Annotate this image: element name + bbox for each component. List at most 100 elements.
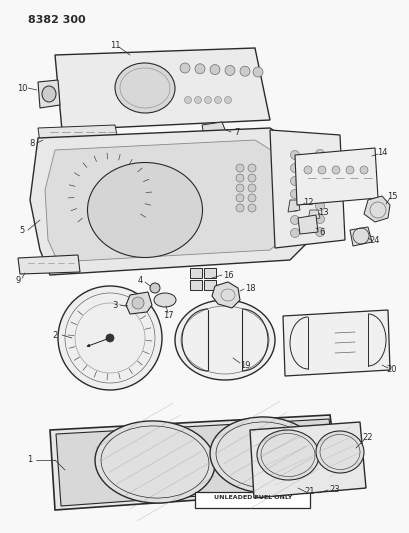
Circle shape xyxy=(58,286,162,390)
Polygon shape xyxy=(282,310,389,376)
Ellipse shape xyxy=(315,431,363,473)
Text: 21: 21 xyxy=(304,488,315,497)
Circle shape xyxy=(184,96,191,103)
Polygon shape xyxy=(349,227,371,246)
Polygon shape xyxy=(30,128,319,275)
Ellipse shape xyxy=(95,421,214,503)
Text: 17: 17 xyxy=(162,311,173,320)
Ellipse shape xyxy=(42,86,56,102)
Ellipse shape xyxy=(256,430,318,480)
Text: 16: 16 xyxy=(222,271,233,279)
Ellipse shape xyxy=(154,293,175,307)
Text: 10: 10 xyxy=(17,84,27,93)
Circle shape xyxy=(180,63,189,73)
Text: 4: 4 xyxy=(137,276,142,285)
Polygon shape xyxy=(249,422,365,498)
Circle shape xyxy=(315,189,324,198)
Text: 7: 7 xyxy=(234,127,239,136)
Text: 9: 9 xyxy=(16,276,20,285)
Text: 13: 13 xyxy=(317,207,328,216)
Circle shape xyxy=(239,66,249,76)
Circle shape xyxy=(247,174,255,182)
Text: 8382 300: 8382 300 xyxy=(28,15,85,25)
Circle shape xyxy=(345,166,353,174)
Circle shape xyxy=(247,204,255,212)
Circle shape xyxy=(236,204,243,212)
Circle shape xyxy=(225,66,234,75)
Text: 15: 15 xyxy=(386,191,396,200)
Circle shape xyxy=(236,174,243,182)
Text: 6: 6 xyxy=(319,228,324,237)
Polygon shape xyxy=(56,419,338,506)
Polygon shape xyxy=(307,210,319,220)
Circle shape xyxy=(247,184,255,192)
Circle shape xyxy=(359,166,367,174)
Text: 1: 1 xyxy=(27,456,33,464)
Bar xyxy=(195,492,309,508)
Circle shape xyxy=(315,163,324,172)
Text: 18: 18 xyxy=(244,284,255,293)
Circle shape xyxy=(150,283,160,293)
Circle shape xyxy=(317,166,325,174)
Circle shape xyxy=(290,229,299,238)
Text: 11: 11 xyxy=(110,41,120,50)
Polygon shape xyxy=(189,280,202,290)
Polygon shape xyxy=(211,282,239,308)
Text: 8: 8 xyxy=(29,139,35,148)
Circle shape xyxy=(290,190,299,198)
Circle shape xyxy=(247,164,255,172)
Polygon shape xyxy=(270,130,344,248)
Text: 19: 19 xyxy=(239,360,249,369)
Polygon shape xyxy=(204,268,216,278)
Polygon shape xyxy=(204,280,216,290)
Circle shape xyxy=(236,164,243,172)
Text: 2: 2 xyxy=(52,330,58,340)
Text: 5: 5 xyxy=(19,225,25,235)
Text: 12: 12 xyxy=(302,198,312,206)
Circle shape xyxy=(315,149,324,158)
Circle shape xyxy=(331,166,339,174)
Polygon shape xyxy=(38,80,60,108)
Polygon shape xyxy=(45,140,299,262)
Circle shape xyxy=(290,215,299,224)
Polygon shape xyxy=(287,200,299,212)
Circle shape xyxy=(236,194,243,202)
Circle shape xyxy=(315,214,324,223)
Text: 22: 22 xyxy=(362,433,372,442)
Circle shape xyxy=(252,67,262,77)
Text: 14: 14 xyxy=(376,148,387,157)
Circle shape xyxy=(204,96,211,103)
Circle shape xyxy=(195,64,204,74)
Circle shape xyxy=(209,64,220,75)
Polygon shape xyxy=(38,125,118,143)
Polygon shape xyxy=(18,255,80,274)
Ellipse shape xyxy=(115,63,175,113)
Text: 23: 23 xyxy=(329,486,339,495)
Circle shape xyxy=(106,334,114,342)
Circle shape xyxy=(194,96,201,103)
Circle shape xyxy=(247,194,255,202)
Polygon shape xyxy=(126,292,152,314)
Polygon shape xyxy=(55,48,270,130)
Circle shape xyxy=(315,201,324,211)
Polygon shape xyxy=(294,148,377,205)
Circle shape xyxy=(290,164,299,173)
Circle shape xyxy=(224,96,231,103)
Polygon shape xyxy=(50,415,339,510)
Ellipse shape xyxy=(175,300,274,380)
Circle shape xyxy=(315,228,324,237)
Polygon shape xyxy=(363,196,389,222)
Circle shape xyxy=(290,176,299,185)
Ellipse shape xyxy=(87,163,202,257)
Polygon shape xyxy=(202,122,225,136)
Circle shape xyxy=(303,166,311,174)
Polygon shape xyxy=(189,268,202,278)
Polygon shape xyxy=(297,215,317,234)
Circle shape xyxy=(315,175,324,184)
Circle shape xyxy=(214,96,221,103)
Circle shape xyxy=(290,150,299,159)
Text: 20: 20 xyxy=(386,366,396,375)
Text: 24: 24 xyxy=(369,236,379,245)
Ellipse shape xyxy=(209,417,319,493)
Circle shape xyxy=(236,184,243,192)
